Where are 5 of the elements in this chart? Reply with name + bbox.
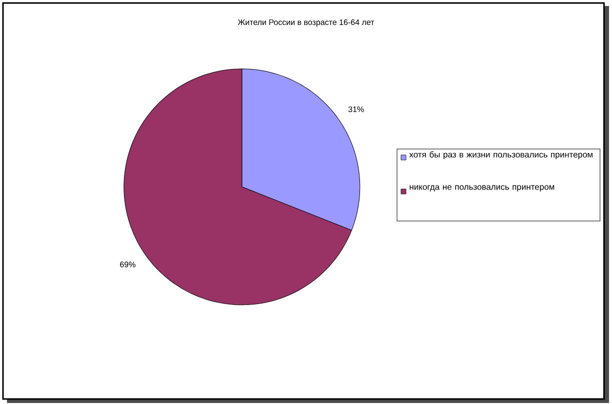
chart-title: Жители России в возрасте 16-64 лет xyxy=(238,19,374,27)
data-label: 69% xyxy=(120,262,136,268)
legend-label: хотя бы раз в жизни пользовались принтером xyxy=(409,151,593,160)
legend-label: никогда не пользовались принтером xyxy=(410,185,554,192)
data-label: 31% xyxy=(348,106,364,112)
